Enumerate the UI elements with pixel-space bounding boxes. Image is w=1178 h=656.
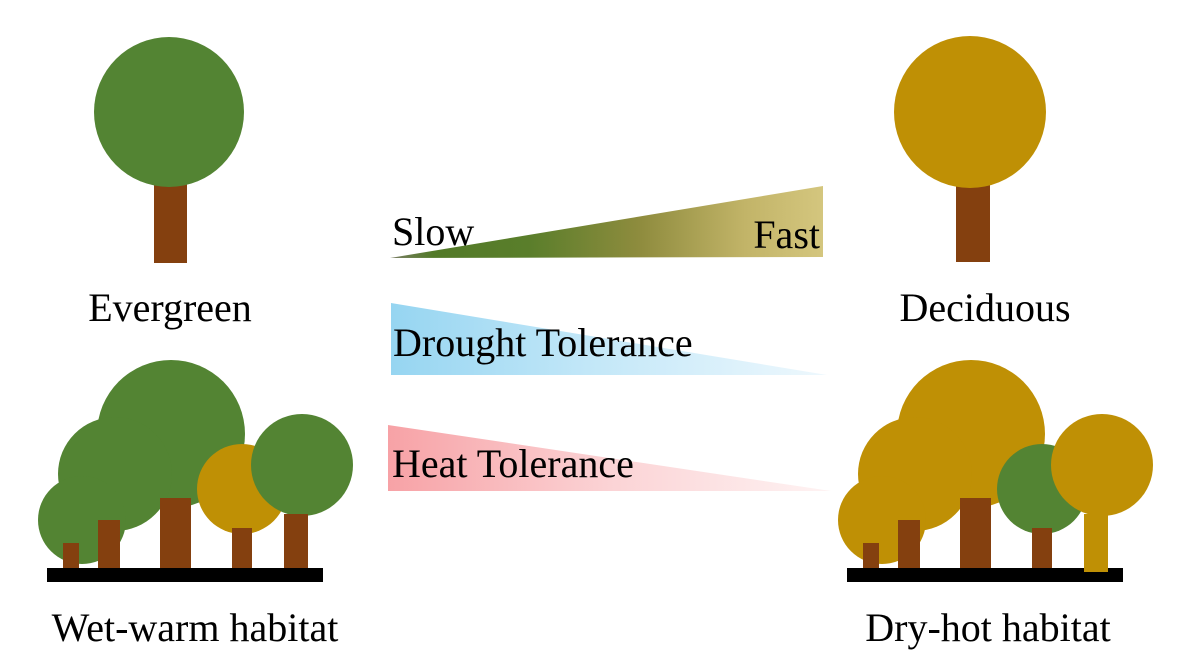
heat-tolerance-label: Heat Tolerance	[392, 441, 634, 486]
deciduous-canopy	[894, 36, 1046, 188]
growth-rate-wedge	[390, 186, 823, 258]
wet-warm-trunk-3	[160, 498, 191, 568]
wet-warm-trunk-1	[63, 543, 79, 568]
dry-hot-trunk-5-gold	[1084, 514, 1108, 572]
dry-hot-ground-bar	[847, 568, 1123, 582]
wet-warm-canopy-right	[251, 414, 353, 516]
dry-hot-trunk-3	[960, 498, 991, 568]
wet-warm-trunk-5	[284, 514, 308, 568]
deciduous-label: Deciduous	[899, 285, 1071, 330]
evergreen-label: Evergreen	[88, 285, 252, 330]
evergreen-canopy	[94, 37, 244, 187]
dry-hot-canopy-right	[1051, 414, 1153, 516]
dry-hot-trunk-2	[898, 520, 920, 568]
growth-fast-label: Fast	[753, 212, 820, 257]
dry-hot-trunk-1	[863, 543, 879, 568]
dry-hot-habitat-label: Dry-hot habitat	[865, 605, 1111, 650]
wet-warm-trunk-2	[98, 520, 120, 568]
wet-warm-ground-bar	[47, 568, 323, 582]
deciduous-trunk	[956, 184, 990, 262]
dry-hot-trunk-4	[1032, 528, 1052, 568]
drought-tolerance-wedge	[391, 303, 827, 375]
wet-warm-trunk-4	[232, 528, 252, 568]
evergreen-trunk	[154, 184, 187, 263]
drought-tolerance-label: Drought Tolerance	[393, 320, 693, 365]
heat-tolerance-wedge	[388, 425, 831, 491]
wet-warm-habitat-label: Wet-warm habitat	[51, 605, 339, 650]
growth-slow-label: Slow	[392, 209, 475, 254]
